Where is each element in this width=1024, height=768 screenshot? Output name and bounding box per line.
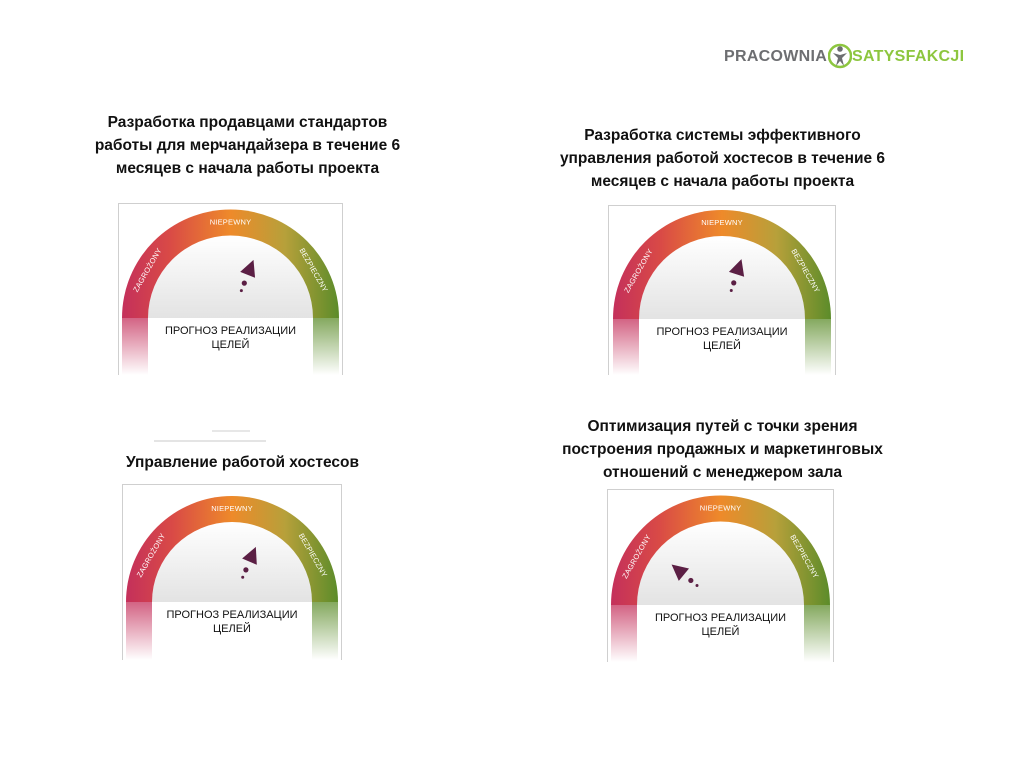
gauge-reflection-left bbox=[613, 319, 639, 375]
gauge-reflection-right bbox=[313, 318, 339, 375]
gauge-reflection-left bbox=[126, 602, 152, 660]
gauge-panel-3: ZAGROŻONY NIEPEWNY BEZPIECZNY ПРОГНОЗ РЕАЛИ… bbox=[122, 484, 342, 660]
gauge-panel-1: ZAGROŻONY NIEPEWNY BEZPIECZNY ПРОГНОЗ РЕАЛИ… bbox=[118, 203, 343, 375]
decorative-smudge bbox=[154, 430, 266, 442]
gauge-reflection-right bbox=[805, 319, 831, 375]
gauge-face bbox=[152, 522, 312, 602]
gauge-face bbox=[637, 521, 804, 605]
forecast-marker-icon bbox=[239, 259, 256, 293]
panel-4-title: Оптимизация путей с точки зрения построен… bbox=[562, 418, 883, 481]
gauge-reflection-right bbox=[312, 602, 338, 660]
panel-2-title: Разработка системы эффективного управлени… bbox=[559, 127, 886, 190]
zone-label-niepewny: NIEPEWNY bbox=[700, 504, 742, 513]
gauge-frame bbox=[122, 484, 342, 660]
gauge-panel-2: ZAGROŻONY NIEPEWNY BEZPIECZNY ПРОГНОЗ РЕАЛИ… bbox=[608, 205, 836, 375]
gauge-face bbox=[639, 236, 805, 319]
gauge-frame bbox=[607, 489, 834, 662]
panel-1-title: Разработка продавцами стандартов работы д… bbox=[94, 114, 401, 177]
forecast-marker-icon bbox=[728, 259, 745, 292]
gauge-face bbox=[148, 235, 313, 318]
panel-3-title: Управление работой хостесов bbox=[125, 454, 360, 471]
gauge-reflection-right bbox=[804, 605, 830, 662]
zone-label-niepewny: NIEPEWNY bbox=[211, 504, 253, 513]
gauge-frame bbox=[608, 205, 836, 375]
forecast-marker-icon bbox=[671, 564, 699, 588]
forecast-caption: ПРОГНОЗ РЕАЛИЗАЦИИ ЦЕЛЕЙ bbox=[654, 612, 787, 638]
logo-text-pracownia: PRACOWNIA bbox=[724, 48, 828, 65]
forecast-caption: ПРОГНОЗ РЕАЛИЗАЦИИ ЦЕЛЕЙ bbox=[164, 325, 297, 351]
logo-text-satysfakcji: SATYSFAKCJI bbox=[852, 48, 965, 65]
gauge-reflection-left bbox=[611, 605, 637, 662]
zone-label-niepewny: NIEPEWNY bbox=[701, 218, 743, 227]
forecast-marker-icon bbox=[241, 546, 257, 579]
pracownia-satysfakcji-logo: PRACOWNIA SATYSFAKCJI bbox=[722, 42, 964, 72]
person-icon bbox=[828, 43, 852, 69]
forecast-caption: ПРОГНОЗ РЕАЛИЗАЦИИ ЦЕЛЕЙ bbox=[166, 609, 298, 635]
gauge-panel-4: ZAGROŻONY NIEPEWNY BEZPIECZNY ПРОГНОЗ РЕАЛИ… bbox=[607, 489, 834, 662]
forecast-caption: ПРОГНОЗ РЕАЛИЗАЦИИ ЦЕЛЕЙ bbox=[656, 326, 788, 352]
gauge-reflection-left bbox=[122, 318, 148, 375]
gauge-frame bbox=[118, 203, 343, 375]
zone-label-niepewny: NIEPEWNY bbox=[210, 218, 252, 227]
